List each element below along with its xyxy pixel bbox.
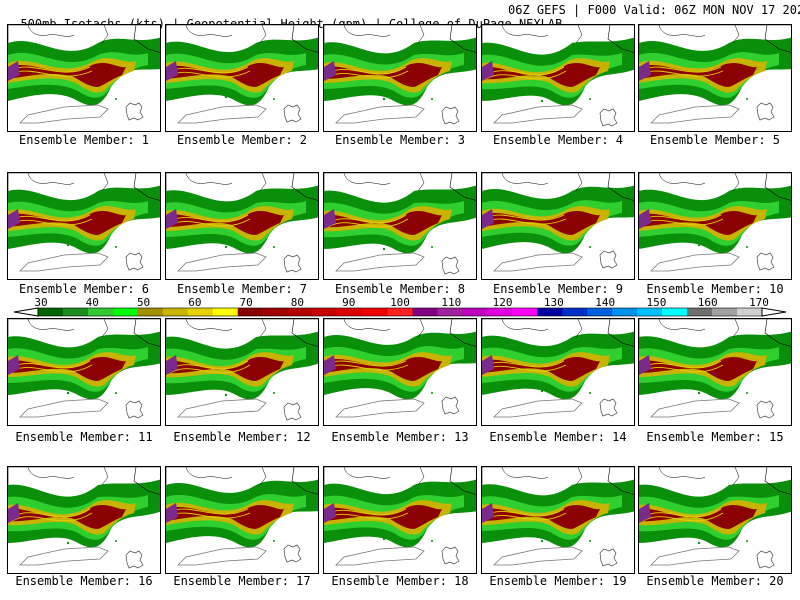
ensemble-member-label: Ensemble Member: 10	[646, 282, 784, 296]
ensemble-member-label: Ensemble Member: 19	[489, 574, 627, 588]
ensemble-member-label: Ensemble Member: 8	[334, 282, 466, 296]
ensemble-member-map	[7, 466, 161, 574]
colorbar-swatch	[87, 308, 114, 316]
ensemble-member-label: Ensemble Member: 17	[173, 574, 311, 588]
ensemble-member-map	[638, 466, 792, 574]
colorbar-swatch	[512, 308, 538, 316]
colorbar-tick-label: 110	[441, 296, 462, 309]
colorbar-swatch	[637, 308, 663, 316]
colorbar-tick-label: 50	[136, 296, 151, 309]
ensemble-member-label: Ensemble Member: 14	[489, 430, 627, 444]
ensemble-member-label: Ensemble Member: 5	[649, 133, 781, 147]
colorbar-tick-label: 130	[543, 296, 564, 309]
ensemble-member-map	[165, 318, 319, 426]
colorbar-swatch	[387, 308, 413, 316]
colorbar-swatch	[187, 308, 214, 316]
colorbar-swatch	[237, 308, 263, 316]
colorbar-swatch	[162, 308, 189, 316]
chart-header: 500mb Isotachs (kts) | Geopotential Heig…	[6, 3, 800, 31]
ensemble-member-label: Ensemble Member: 15	[646, 430, 784, 444]
colorbar-swatch	[287, 308, 313, 316]
wind-speed-colorbar: 30 40 50 60 70 80 90 100 110 120 130 140 150 160 170	[0, 296, 800, 318]
colorbar-swatch	[712, 308, 738, 316]
colorbar-swatch	[62, 308, 89, 316]
ensemble-member-label: Ensemble Member: 3	[334, 133, 466, 147]
colorbar-swatch	[212, 308, 239, 316]
colorbar-swatch	[587, 308, 613, 316]
colorbar-tick-label: 90	[342, 296, 356, 309]
ensemble-member-map	[481, 318, 635, 426]
colorbar-swatch	[737, 308, 763, 316]
ensemble-member-map	[638, 172, 792, 280]
ensemble-member-map	[323, 24, 477, 132]
colorbar-swatch	[412, 308, 438, 316]
colorbar-tick-label: 150	[646, 296, 667, 309]
ensemble-member-map	[7, 24, 161, 132]
colorbar-tick-label: 70	[239, 296, 253, 309]
colorbar-max-arrow	[761, 307, 787, 317]
colorbar-swatch	[687, 308, 713, 316]
colorbar-swatch	[462, 308, 488, 316]
colorbar-tick-label: 40	[85, 296, 99, 309]
colorbar-tick-label: 30	[34, 296, 48, 309]
ensemble-member-label: Ensemble Member: 7	[176, 282, 308, 296]
ensemble-member-map	[638, 24, 792, 132]
ensemble-member-label: Ensemble Member: 2	[176, 133, 308, 147]
colorbar-outline	[37, 307, 763, 317]
colorbar-swatch	[537, 308, 563, 316]
colorbar-tick-label: 60	[188, 296, 202, 309]
ensemble-member-map	[481, 466, 635, 574]
ensemble-member-map	[165, 24, 319, 132]
colorbar-swatch	[362, 308, 388, 316]
ensemble-member-label: Ensemble Member: 13	[331, 430, 469, 444]
run-info: 06Z GEFS | F000 Valid: 06Z MON NOV 17 20…	[508, 3, 800, 17]
colorbar-tick-label: 100	[390, 296, 410, 309]
ensemble-member-map	[481, 24, 635, 132]
ensemble-member-label: Ensemble Member: 11	[15, 430, 153, 444]
colorbar-swatch	[137, 308, 164, 316]
ensemble-member-map	[481, 172, 635, 280]
colorbar-swatch	[612, 308, 638, 316]
colorbar-tick-label: 170	[749, 296, 769, 309]
colorbar-min-arrow	[13, 307, 39, 317]
colorbar-swatch	[312, 308, 338, 316]
ensemble-member-map	[323, 172, 477, 280]
ensemble-member-label: Ensemble Member: 1	[18, 133, 150, 147]
ensemble-member-label: Ensemble Member: 9	[492, 282, 624, 296]
ensemble-member-label: Ensemble Member: 6	[18, 282, 150, 296]
ensemble-member-map	[7, 172, 161, 280]
ensemble-member-label: Ensemble Member: 16	[15, 574, 153, 588]
colorbar-tick-label: 160	[697, 296, 718, 309]
colorbar-tick-label: 140	[595, 296, 616, 309]
colorbar-graphic	[13, 307, 787, 317]
ensemble-member-map	[165, 466, 319, 574]
colorbar-swatch	[437, 308, 463, 316]
ensemble-member-label: Ensemble Member: 20	[646, 574, 784, 588]
colorbar-tick-label: 120	[492, 296, 513, 309]
ensemble-member-map	[7, 318, 161, 426]
colorbar-swatch	[112, 308, 139, 316]
ensemble-member-label: Ensemble Member: 12	[173, 430, 311, 444]
colorbar-swatch	[38, 308, 64, 316]
ensemble-member-label: Ensemble Member: 18	[331, 574, 469, 588]
colorbar-swatch	[337, 308, 363, 316]
ensemble-member-map	[638, 318, 792, 426]
colorbar-swatch	[662, 308, 688, 316]
colorbar-swatch	[262, 308, 288, 316]
colorbar-swatch	[562, 308, 588, 316]
ensemble-member-label: Ensemble Member: 4	[492, 133, 624, 147]
ensemble-member-map	[165, 172, 319, 280]
colorbar-swatch	[487, 308, 513, 316]
colorbar-tick-label: 80	[290, 296, 305, 309]
ensemble-member-map	[323, 318, 477, 426]
ensemble-member-map	[323, 466, 477, 574]
